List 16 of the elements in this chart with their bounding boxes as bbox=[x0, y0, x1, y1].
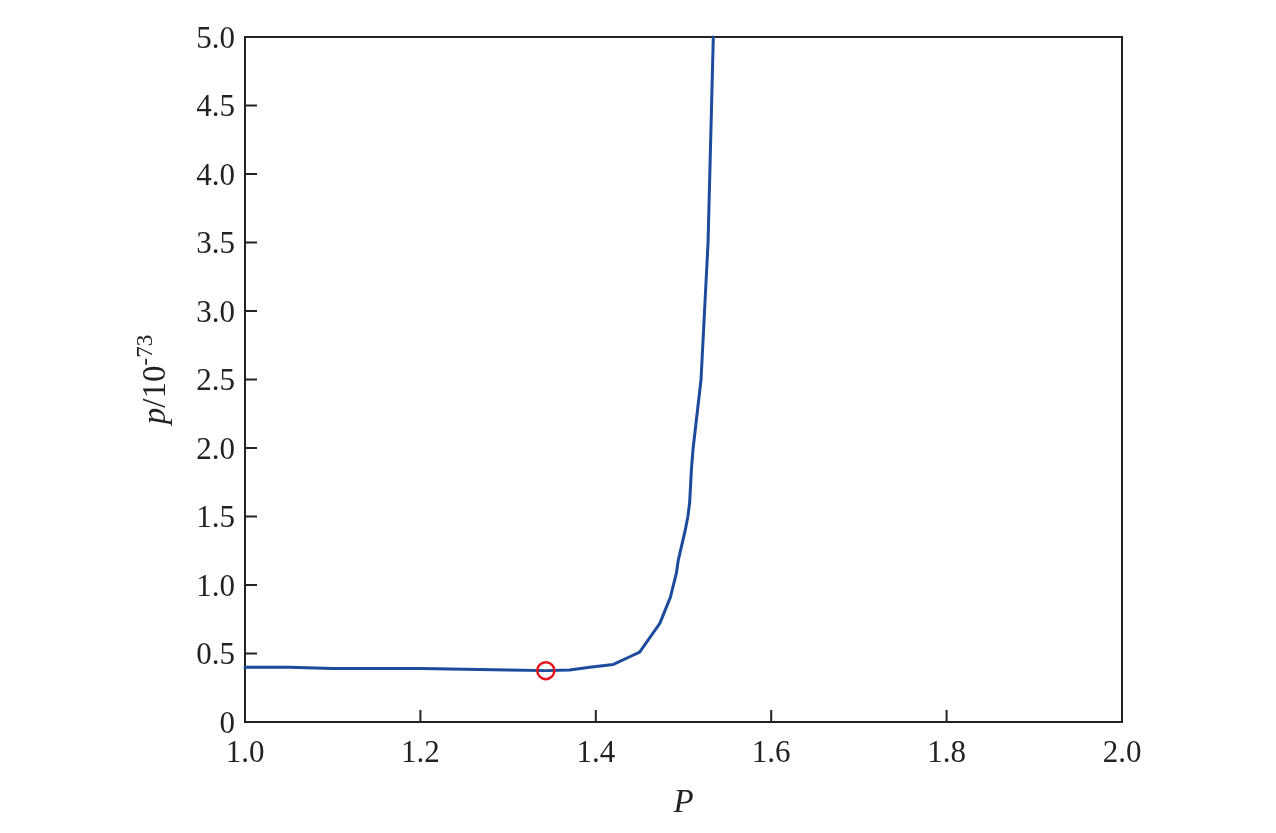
x-tick-label: 1.2 bbox=[401, 734, 440, 769]
x-axis-title: P bbox=[672, 783, 694, 819]
y-tick-label: 5.0 bbox=[196, 19, 235, 55]
y-tick-label: 0.5 bbox=[196, 636, 235, 672]
y-tick-label: 2.5 bbox=[196, 362, 235, 398]
x-tick-label: 2.0 bbox=[1102, 734, 1142, 769]
y-tick-label: 3.0 bbox=[196, 293, 235, 329]
x-tick-label: 1.6 bbox=[751, 734, 791, 769]
y-tick-label: 1.5 bbox=[196, 499, 235, 535]
y-tick-label: 1.0 bbox=[196, 567, 235, 603]
y-tick-label: 4.5 bbox=[196, 88, 235, 124]
x-tick-label: 1.8 bbox=[927, 734, 966, 769]
y-tick-label: 2.0 bbox=[196, 430, 235, 466]
x-tick-label: 1.4 bbox=[576, 734, 616, 769]
y-tick-label: 3.5 bbox=[196, 225, 235, 261]
y-tick-label: 4.0 bbox=[196, 156, 235, 192]
